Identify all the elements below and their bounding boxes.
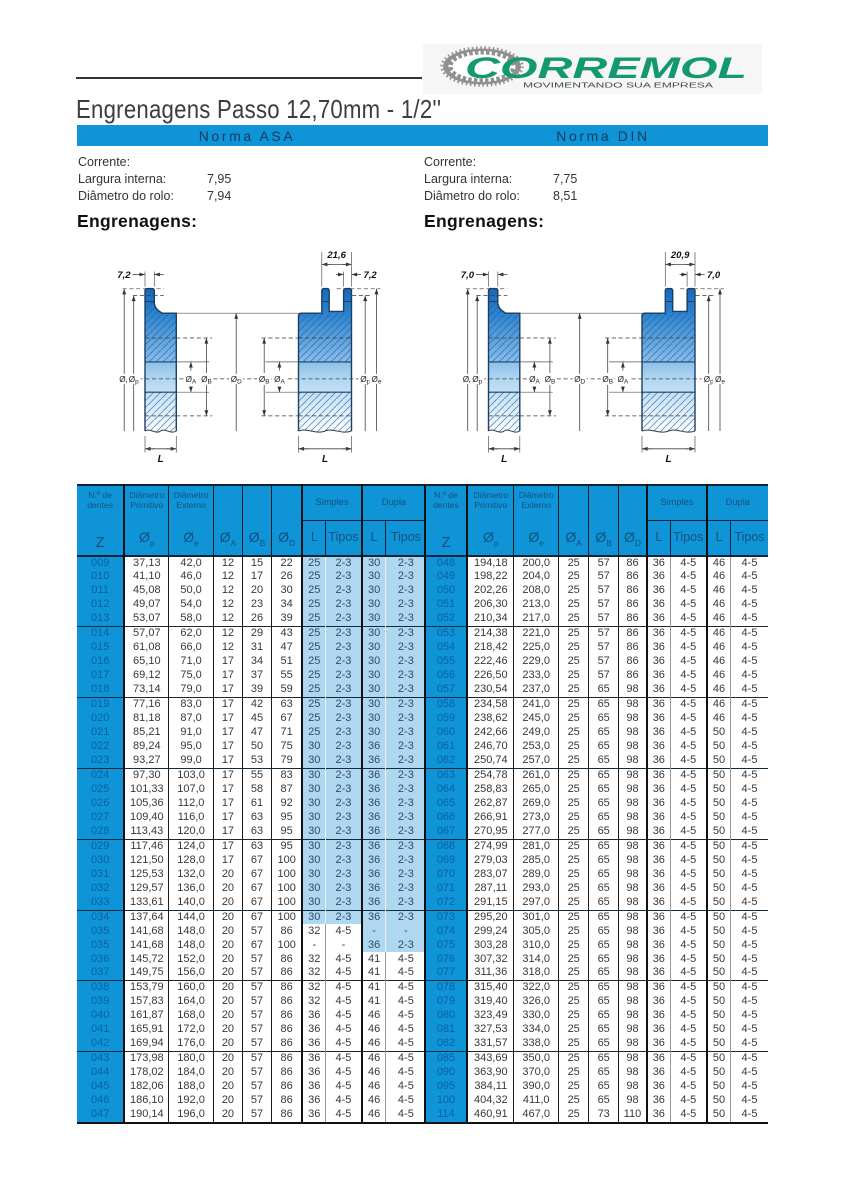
svg-text:Øp: Øp: [360, 375, 370, 385]
svg-text:20,9: 20,9: [670, 250, 690, 261]
svg-text:ØB: ØB: [259, 375, 270, 385]
svg-text:Øe: Øe: [715, 375, 725, 385]
svg-text:ØB: ØB: [201, 375, 212, 385]
svg-text:ØA: ØA: [186, 375, 197, 385]
svg-text:L: L: [501, 454, 507, 465]
svg-text:L: L: [158, 454, 164, 465]
svg-text:ØA: ØA: [618, 375, 629, 385]
svg-text:ØD: ØD: [574, 375, 585, 385]
svg-text:Øp: Øp: [472, 375, 482, 385]
svg-text:MOVIMENTANDO SUA EMPRESA: MOVIMENTANDO SUA EMPRESA: [523, 81, 713, 90]
svg-text:ØA: ØA: [274, 375, 285, 385]
svg-text:CORREMOL: CORREMOL: [465, 52, 747, 85]
svg-text:7,0: 7,0: [707, 270, 721, 281]
svg-text:L: L: [322, 454, 328, 465]
svg-text:ØD: ØD: [231, 375, 242, 385]
svg-text:ØB: ØB: [545, 375, 556, 385]
svg-text:21,6: 21,6: [326, 250, 346, 261]
svg-text:Øp: Øp: [704, 375, 714, 385]
svg-text:7,2: 7,2: [364, 270, 378, 281]
svg-text:Øe: Øe: [372, 375, 382, 385]
svg-text:7,0: 7,0: [461, 270, 475, 281]
svg-text:L: L: [665, 454, 671, 465]
svg-text:ØA: ØA: [529, 375, 540, 385]
svg-text:Øp: Øp: [129, 375, 139, 385]
svg-text:7,2: 7,2: [117, 270, 131, 281]
svg-text:ØB: ØB: [602, 375, 613, 385]
